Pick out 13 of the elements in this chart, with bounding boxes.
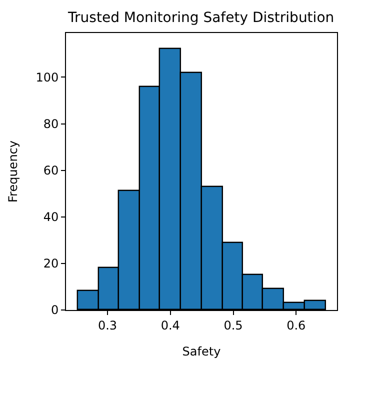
x-axis-title: Safety [182, 344, 221, 358]
y-tick-label: 0 [50, 303, 59, 318]
x-tick-label: 0.3 [98, 318, 118, 332]
y-tick-label: 60 [43, 164, 59, 178]
chart-title: Trusted Monitoring Safety Distribution [67, 10, 334, 26]
y-tick-label: 40 [43, 210, 59, 224]
y-axis-title: Frequency [6, 140, 20, 202]
y-tick-label: 80 [43, 116, 59, 131]
x-tick-label: 0.6 [286, 318, 306, 332]
y-tick-label: 20 [43, 256, 59, 271]
y-tick-label: 100 [36, 70, 59, 84]
x-tick-label: 0.5 [224, 318, 243, 332]
x-tick-label: 0.4 [160, 318, 180, 332]
